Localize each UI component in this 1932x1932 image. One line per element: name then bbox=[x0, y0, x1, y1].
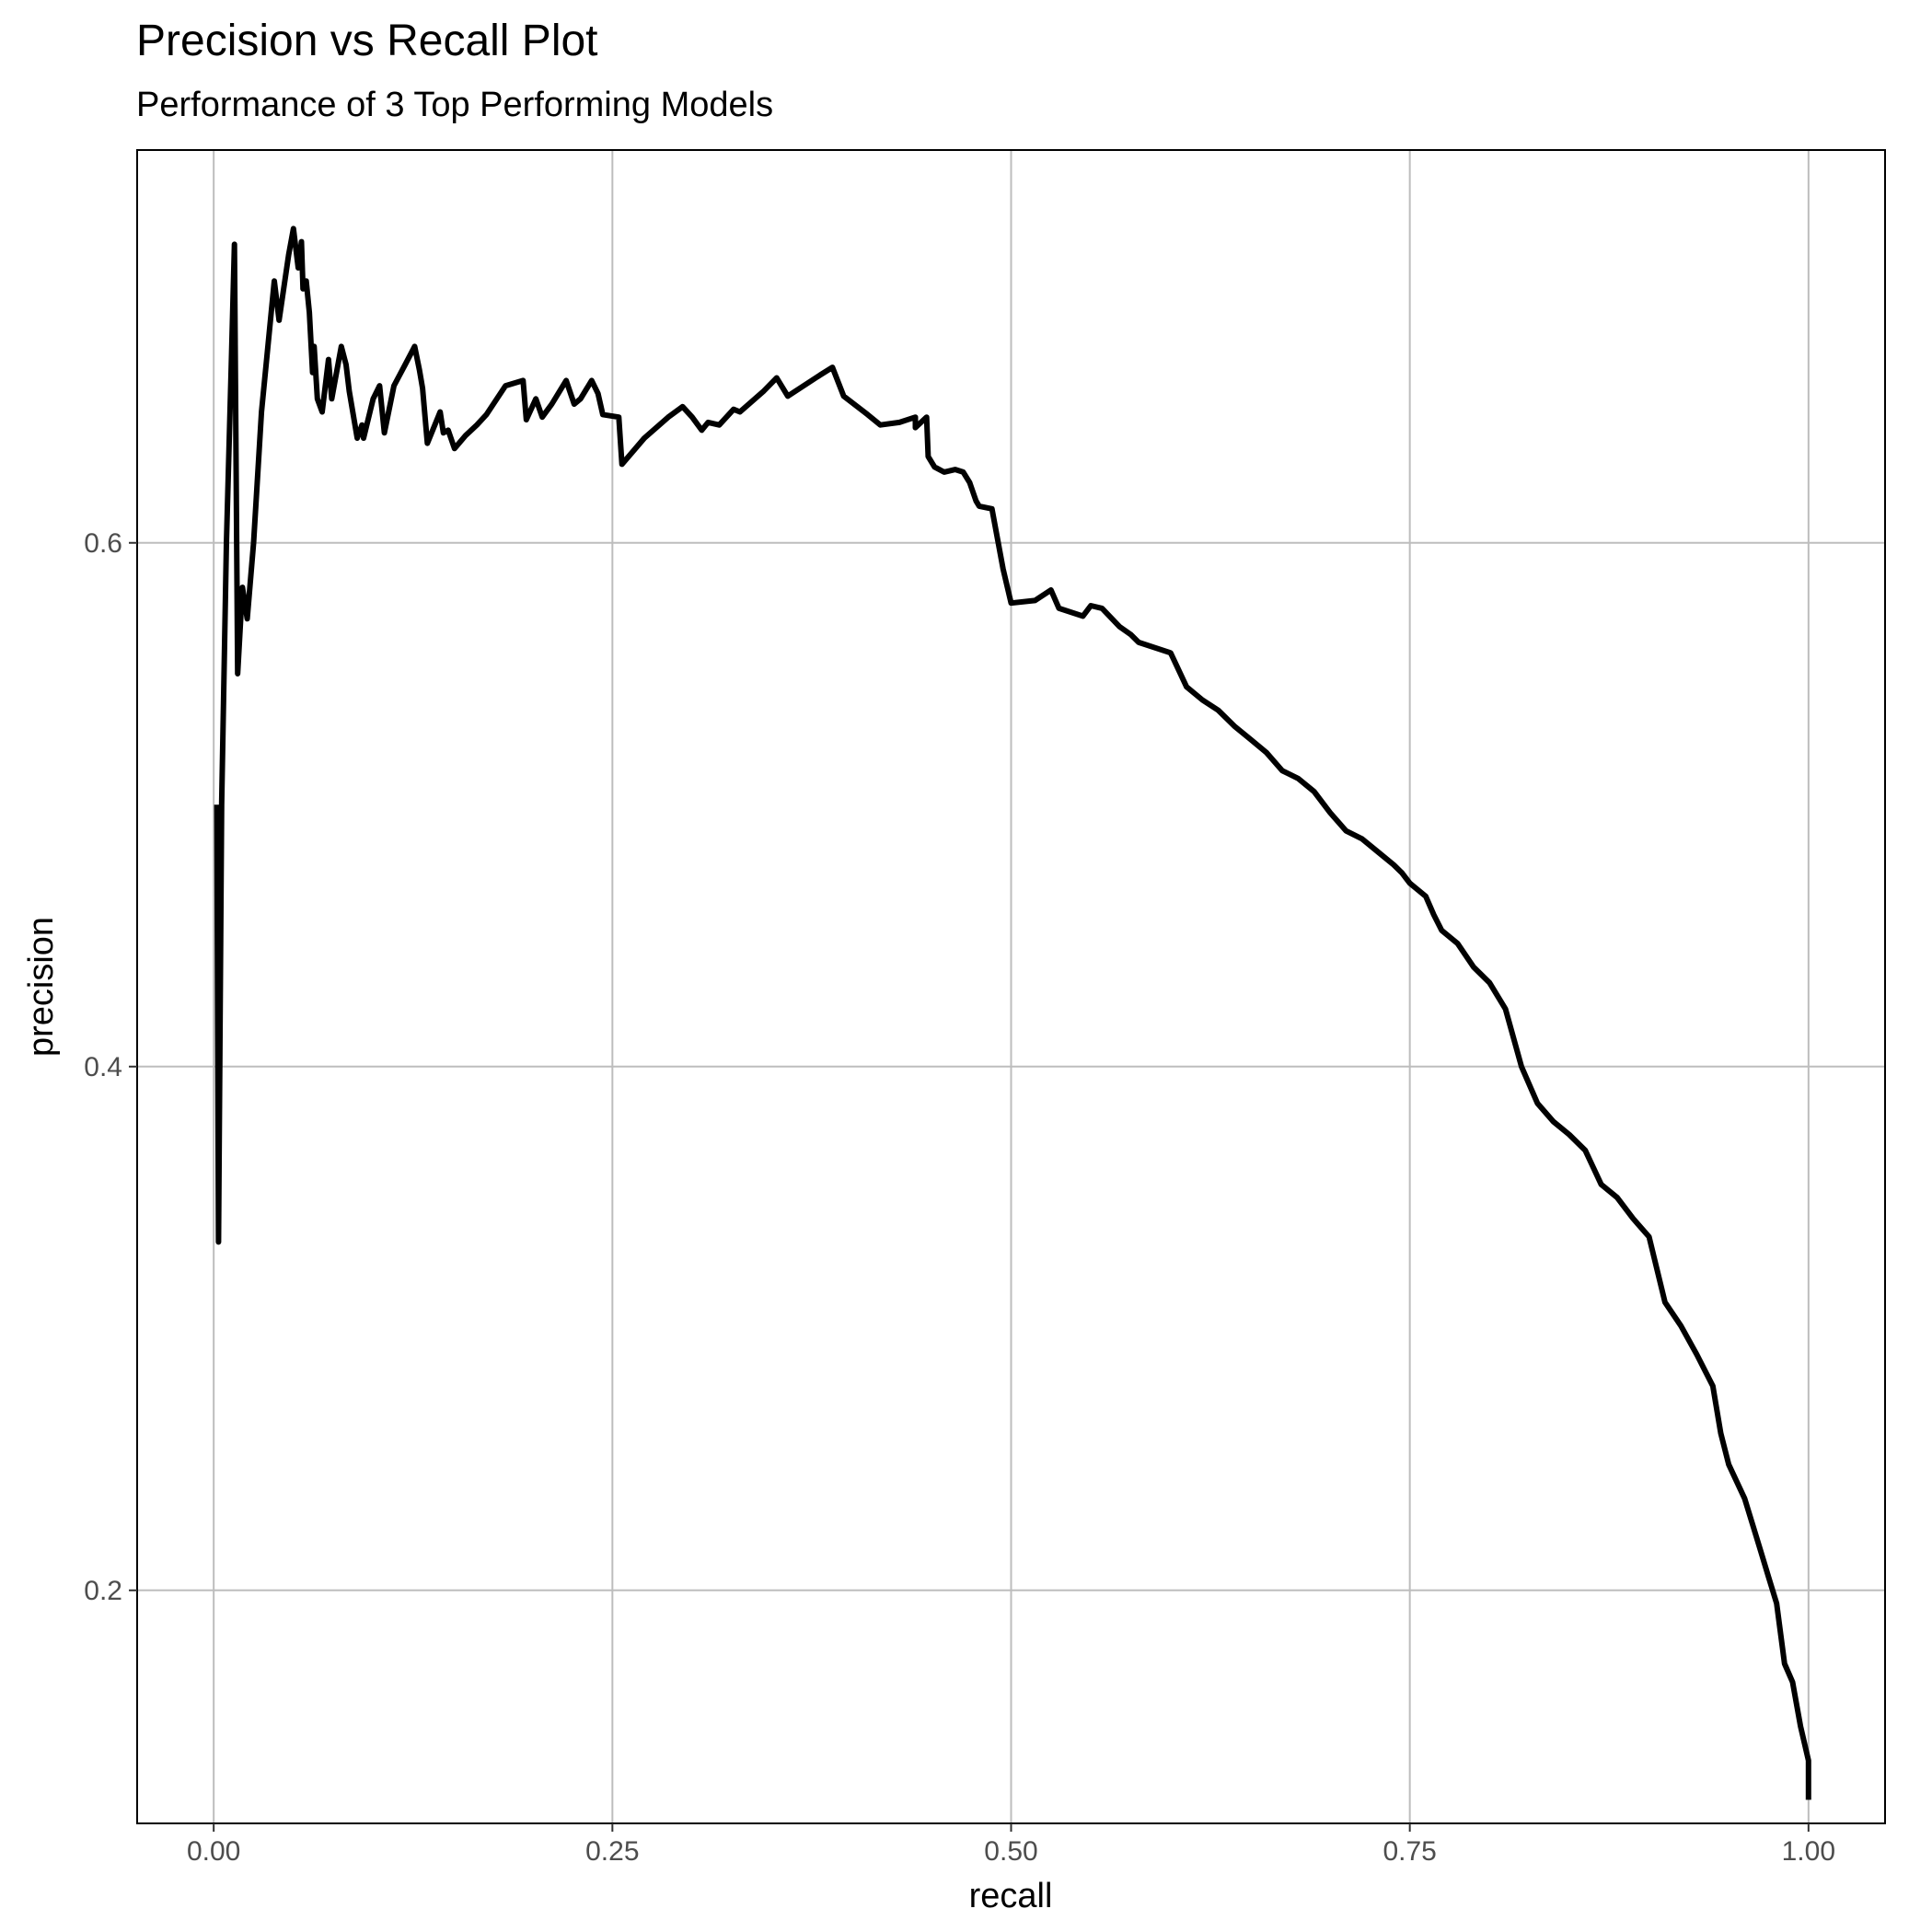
y-axis-ticks: 0.2 0.4 0.6 bbox=[84, 528, 137, 1606]
chart-title: Precision vs Recall Plot bbox=[136, 17, 598, 65]
y-tick-label: 0.4 bbox=[84, 1052, 122, 1082]
x-tick-label: 0.00 bbox=[187, 1836, 240, 1867]
x-tick-label: 0.50 bbox=[984, 1836, 1037, 1867]
x-tick-label: 1.00 bbox=[1782, 1836, 1835, 1867]
x-gridlines bbox=[213, 150, 1810, 1823]
x-tick-label: 0.75 bbox=[1382, 1836, 1436, 1867]
y-tick-label: 0.6 bbox=[84, 528, 122, 559]
y-axis-label: precision bbox=[22, 917, 61, 1057]
x-axis-label: recall bbox=[969, 1877, 1053, 1915]
x-tick-label: 0.25 bbox=[585, 1836, 639, 1867]
series-layer bbox=[214, 226, 1811, 1800]
y-gridlines bbox=[137, 541, 1885, 1591]
chart-subtitle: Performance of 3 Top Performing Models bbox=[136, 86, 773, 124]
precision-recall-line bbox=[214, 226, 1811, 1800]
y-tick-label: 0.2 bbox=[84, 1576, 122, 1606]
x-axis-ticks: 0.00 0.25 0.50 0.75 1.00 bbox=[187, 1823, 1835, 1867]
